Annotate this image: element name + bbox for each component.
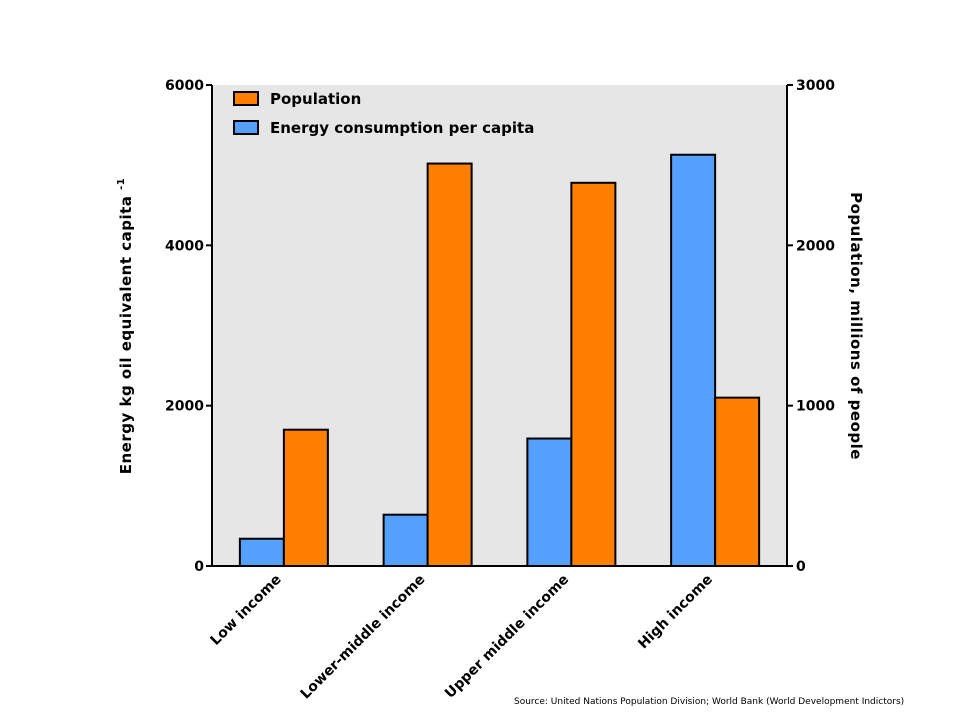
left-tick-label-0: 0 [194,559,204,575]
legend-label-energy-consumption-per-capita: Energy consumption per capita [270,119,534,137]
legend-label-population: Population [270,90,361,108]
category-labels: Low income Lower-middle income Upper middl… [208,572,716,703]
bars-group [238,153,761,568]
legend-swatch-population [233,91,259,106]
bar-energy-consumption-per-capita-high-income [670,153,717,567]
left-axis: 0 2000 4000 6000 [165,78,213,575]
category-label-low-income: Low income [208,572,285,649]
bar-energy-consumption-per-capita-upper-middle-income [526,437,573,567]
right-tick-label-0: 0 [796,559,806,575]
left-axis-title: Energy kg oil equivalent capita -1 [116,178,135,475]
category-label-high-income: High income [635,572,716,653]
right-tick-label-2000: 2000 [796,238,835,254]
bar-population-high-income [714,396,761,567]
right-tick-label-1000: 1000 [796,399,835,415]
bar-population-lower-middle-income [426,162,473,568]
legend-swatch-energy-consumption-per-capita [233,120,259,135]
bar-population-upper-middle-income [570,181,617,567]
bar-population-low-income [282,428,329,568]
right-axis: 0 1000 2000 3000 [786,78,835,575]
right-tick-label-3000: 3000 [796,78,835,94]
left-tick-label-2000: 2000 [165,399,204,415]
right-axis-title: Population, millions of people [847,192,865,460]
bar-energy-consumption-per-capita-low-income [238,537,285,568]
bar-energy-consumption-per-capita-lower-middle-income [382,513,429,568]
left-tick-label-4000: 4000 [165,238,204,254]
category-label-upper-middle-income: Upper middle income [442,572,572,702]
category-label-lower-middle-income: Lower-middle income [298,572,429,703]
legend: Population Energy consumption per capita [233,90,534,137]
left-tick-label-6000: 6000 [165,78,204,94]
source-note: Source: United Nations Population Divisi… [514,697,905,707]
